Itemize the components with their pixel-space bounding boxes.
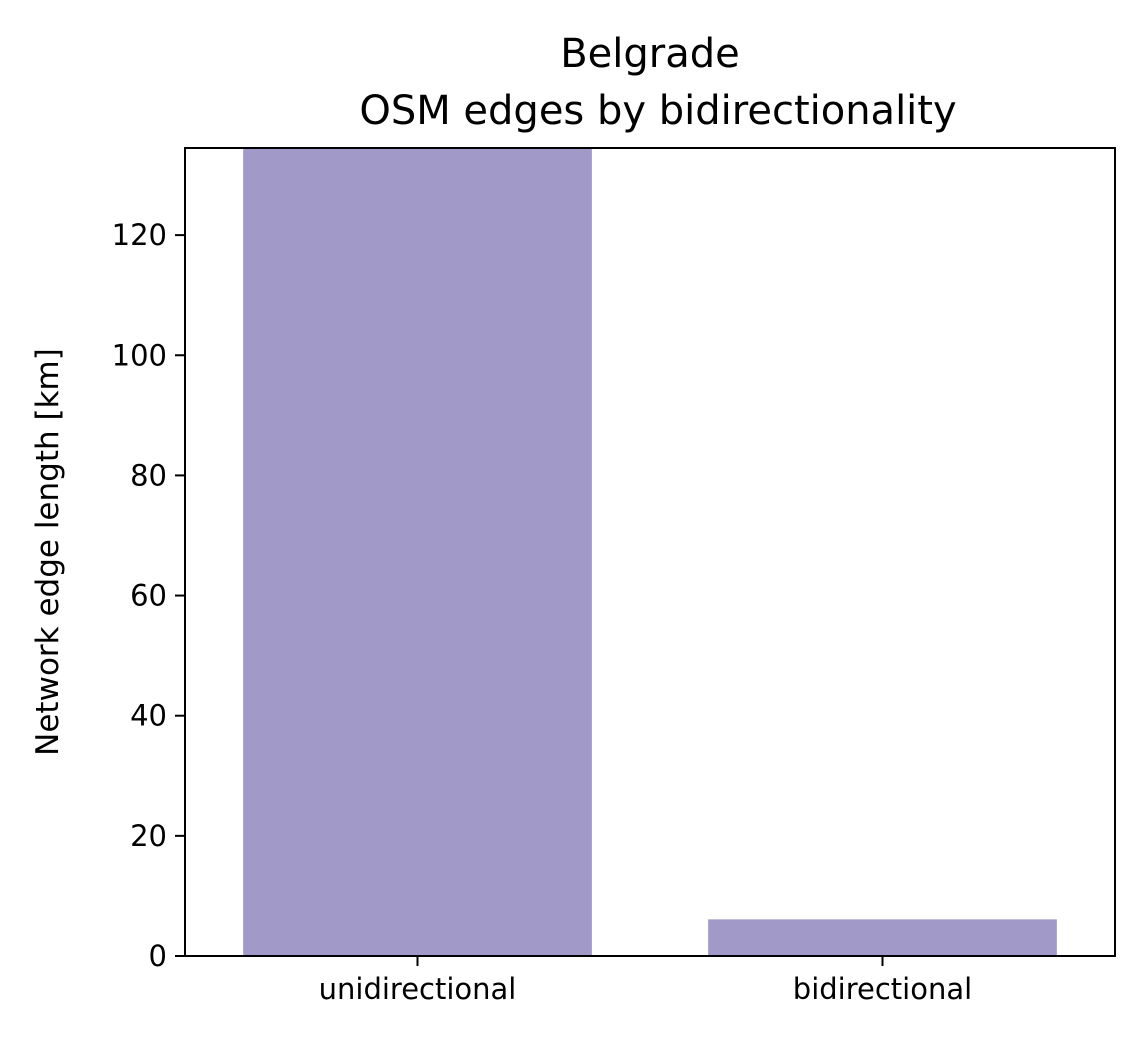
y-axis-label: Network edge length [km] bbox=[30, 348, 66, 756]
bars-group bbox=[243, 148, 1057, 956]
x-tick-label-unidirectional: unidirectional bbox=[319, 972, 517, 1006]
y-tick-label: 20 bbox=[130, 819, 167, 853]
bar-unidirectional bbox=[243, 148, 592, 956]
y-axis-ticks: 0 20 40 60 80 100 120 bbox=[112, 218, 185, 973]
y-tick-label: 80 bbox=[130, 458, 167, 492]
bar-bidirectional bbox=[708, 919, 1057, 956]
chart-subtitle: OSM edges by bidirectionality bbox=[359, 88, 956, 134]
x-tick-label-bidirectional: bidirectional bbox=[793, 972, 972, 1006]
y-tick-label: 40 bbox=[130, 699, 167, 733]
chart-title: Belgrade bbox=[560, 31, 740, 77]
y-tick-label: 120 bbox=[112, 218, 167, 252]
plot-frame bbox=[184, 147, 1116, 957]
y-tick-label: 100 bbox=[112, 338, 167, 372]
x-axis-ticks: unidirectional bidirectional bbox=[319, 956, 972, 1006]
y-tick-label: 60 bbox=[130, 579, 167, 613]
y-tick-label: 0 bbox=[149, 939, 167, 973]
